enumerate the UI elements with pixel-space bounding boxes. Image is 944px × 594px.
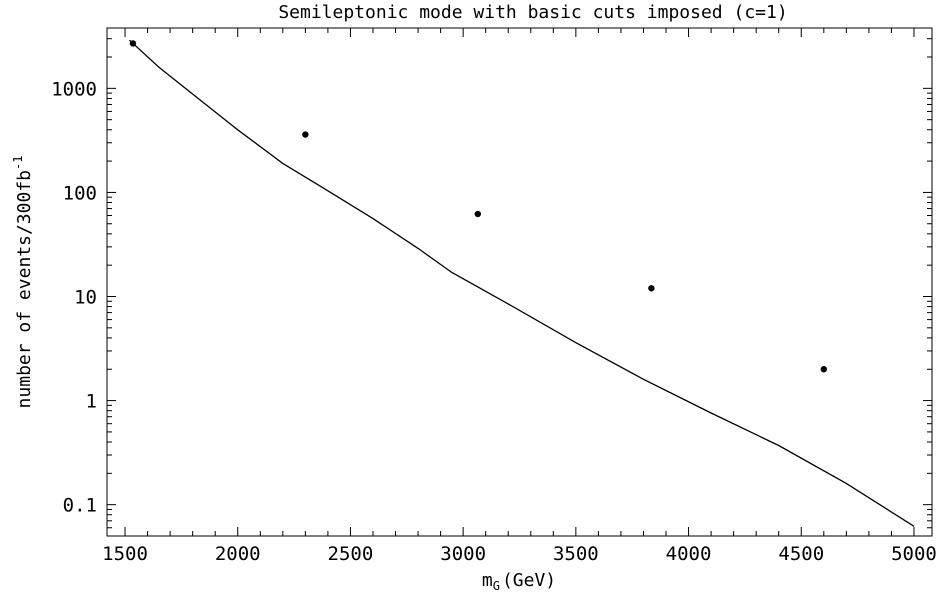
x-tick-label: 5000 xyxy=(891,543,937,565)
plot-frame xyxy=(106,27,933,537)
data-point xyxy=(820,366,828,373)
y-tick-label: 1000 xyxy=(51,78,97,100)
x-tick-label: 1500 xyxy=(102,543,148,565)
data-points xyxy=(129,40,828,373)
x-tick-label: 2500 xyxy=(328,543,374,565)
chart-title: Semileptonic mode with basic cuts impose… xyxy=(278,2,787,23)
x-axis-title: mG (GeV) xyxy=(482,570,556,593)
x-tick-label: 3000 xyxy=(440,543,486,565)
theory-curve xyxy=(129,39,915,527)
y-tick-label: 0.1 xyxy=(63,495,97,517)
data-point xyxy=(129,40,137,47)
y-axis-title: number of events/300fb-1 xyxy=(11,156,35,409)
y-tick-label: 1 xyxy=(86,391,97,413)
x-axis-ticks: 1500 2000 2500 3000 3500 4000 4500 5000 xyxy=(102,28,937,565)
x-tick-label: 4500 xyxy=(778,543,824,565)
y-axis-title-main: number of events/300fb xyxy=(14,170,35,408)
y-axis-ticks: 0.1 1 10 100 1000 xyxy=(51,38,932,537)
data-point xyxy=(648,285,655,292)
y-tick-label: 10 xyxy=(74,287,97,309)
x-tick-label: 3500 xyxy=(553,543,599,565)
x-tick-label: 2000 xyxy=(215,543,261,565)
x-axis-title-subscript: G xyxy=(493,579,500,593)
x-axis-title-unit: (GeV) xyxy=(502,570,556,591)
y-tick-label: 100 xyxy=(63,182,97,204)
y-axis-title-superscript: -1 xyxy=(11,156,25,170)
data-point xyxy=(474,210,481,218)
x-axis-title-main: m xyxy=(482,570,493,591)
x-tick-label: 4000 xyxy=(666,543,712,565)
data-point xyxy=(302,131,309,138)
